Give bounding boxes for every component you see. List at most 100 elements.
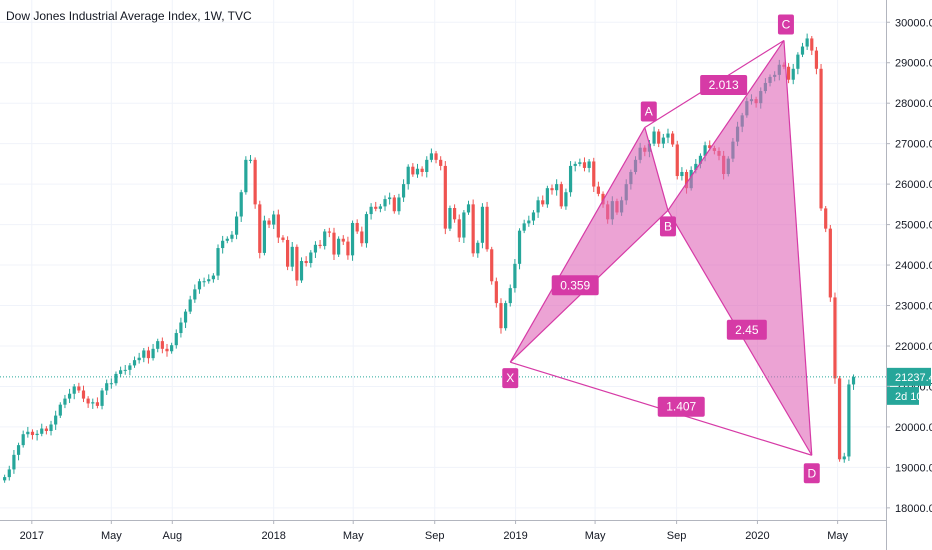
candle-body (225, 238, 229, 241)
candle-body (401, 184, 406, 198)
point-a-box[interactable] (640, 101, 657, 122)
candle-body (448, 208, 452, 229)
countdown-label: 2d 10h (895, 391, 929, 403)
candle-body (304, 261, 308, 264)
ratio-label-box[interactable] (551, 275, 599, 296)
candle-body (216, 248, 220, 276)
candle-body (54, 415, 58, 425)
candle-body (183, 311, 188, 323)
candle-body (146, 350, 151, 359)
candle-body (573, 163, 577, 166)
candle-body (105, 383, 109, 391)
candle-body (3, 477, 7, 481)
candle-body (332, 232, 336, 255)
candle-body (698, 155, 703, 164)
candle-body (202, 281, 206, 283)
candle-body (527, 220, 531, 224)
pattern-leg (509, 127, 646, 363)
pattern-triangle (510, 127, 668, 363)
candle-body (842, 456, 846, 460)
candle-body (536, 200, 540, 213)
candle-body (392, 197, 396, 212)
candle-body (81, 390, 86, 399)
candle-body (109, 383, 113, 385)
candle-body (30, 431, 35, 436)
candle-body (415, 168, 420, 175)
candle-body (425, 159, 429, 172)
x-tick-label: May (827, 530, 848, 542)
candle-body (434, 153, 438, 160)
candle-body (411, 166, 415, 175)
candle-body (531, 212, 536, 221)
candle-body (828, 228, 832, 298)
candle-body (666, 133, 670, 138)
candle-body (369, 206, 373, 215)
candle-body (513, 263, 517, 289)
candle-body (851, 376, 856, 385)
candle-body (494, 281, 498, 304)
candle-body (114, 373, 118, 384)
candle-body (295, 246, 299, 281)
pattern-leg (667, 40, 785, 211)
candle-body (694, 163, 698, 170)
y-tick-label: 25000.0 (895, 220, 932, 232)
ratio-label-box[interactable] (726, 319, 767, 340)
x-axis-bg (0, 520, 886, 550)
pattern-triangle (667, 40, 812, 456)
candle-body (211, 275, 215, 280)
candle-body (179, 322, 183, 334)
candle-body (72, 386, 76, 394)
point-d-label: D (807, 466, 816, 480)
candle-body (661, 137, 665, 144)
candle-body (327, 231, 331, 233)
current-price-label: 21237.4 (895, 372, 932, 384)
candle-body (49, 424, 53, 431)
point-x-box[interactable] (502, 368, 519, 389)
candle-body (248, 159, 253, 161)
candle-body (132, 360, 137, 366)
candle-body (824, 208, 828, 229)
ratio-label-box[interactable] (657, 396, 705, 417)
ratio-label: 2.45 (735, 323, 759, 337)
candle-body (457, 219, 461, 238)
candle-body (541, 200, 545, 205)
candle-body (95, 402, 100, 406)
countdown-tag (887, 386, 919, 405)
candle-body (439, 159, 443, 166)
candle-body (350, 222, 355, 256)
y-axis-bg (886, 0, 932, 550)
candle-body (684, 171, 689, 189)
candle-body (550, 188, 554, 191)
pattern-leg (644, 127, 669, 211)
y-tick-label: 24000.0 (895, 260, 932, 272)
candle-body (58, 404, 62, 416)
candle-body (355, 222, 359, 232)
point-b-box[interactable] (659, 216, 676, 237)
candle-body (197, 281, 202, 290)
point-d-box[interactable] (803, 463, 820, 484)
candle-body (364, 214, 369, 244)
harmonic-pattern[interactable]: 0.359 2.013 2.45 1.407 X A B C D (502, 14, 820, 484)
candle-body (814, 50, 819, 69)
candle-body (128, 365, 132, 370)
candle-body (596, 186, 600, 194)
ratio-label-box[interactable] (700, 74, 748, 95)
candle-body (564, 192, 568, 207)
candle-body (267, 220, 271, 225)
x-tick-label: 2019 (503, 530, 527, 542)
candle-body (480, 206, 485, 243)
candle-body (262, 220, 267, 253)
ratio-label: 0.359 (560, 278, 590, 292)
candle-body (559, 184, 563, 207)
point-a-label: A (645, 104, 653, 118)
x-tick-label: 2020 (745, 530, 769, 542)
y-tick-label: 20000.0 (895, 422, 932, 434)
point-c-box[interactable] (777, 14, 794, 35)
y-axis[interactable]: 18000.019000.020000.021000.022000.023000… (886, 0, 932, 550)
candle-body (286, 239, 290, 267)
x-axis[interactable]: 2017 May Aug 2018 May Sep 2019 May Sep 2020 May (0, 520, 886, 550)
candle-body (86, 398, 90, 404)
candle-body (290, 246, 294, 267)
